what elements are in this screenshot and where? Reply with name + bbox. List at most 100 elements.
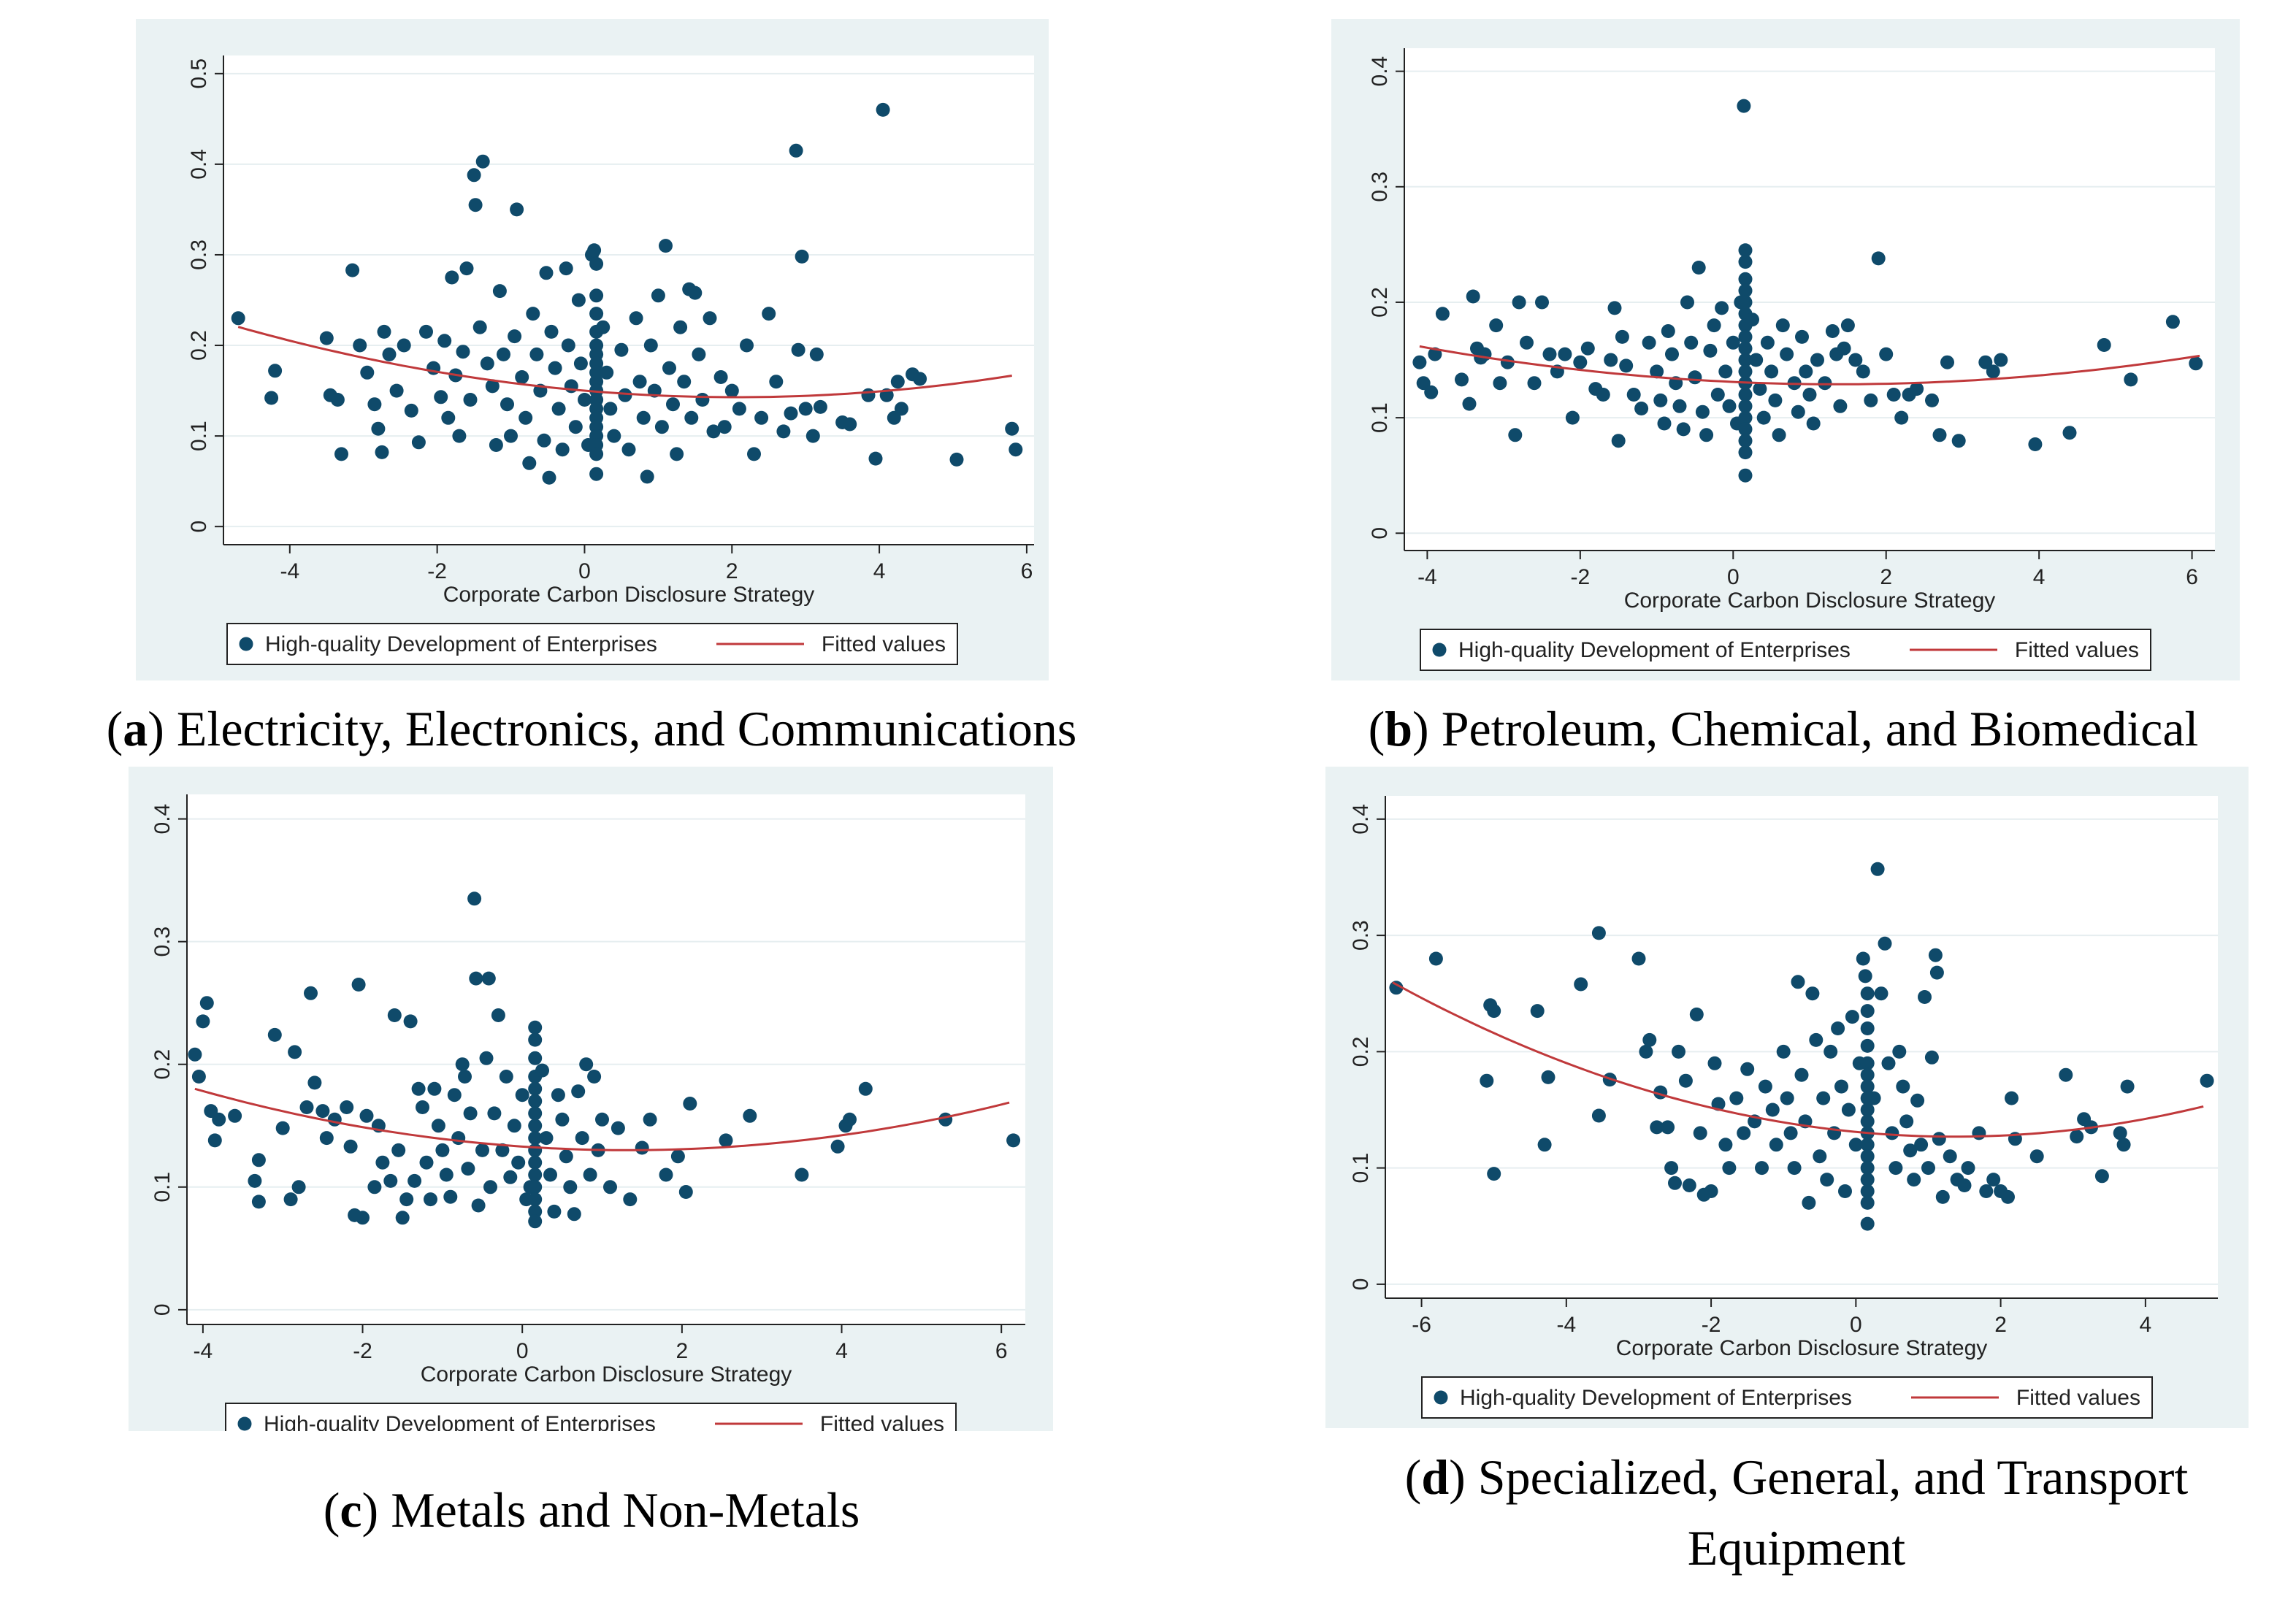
scatter-point	[499, 1070, 513, 1084]
legend-label-fit: Fitted values	[2016, 1386, 2140, 1410]
scatter-point	[367, 1180, 382, 1195]
scatter-point	[407, 1173, 422, 1188]
scatter-point	[485, 379, 500, 394]
scatter-point	[1688, 370, 1702, 385]
scatter-point	[1805, 986, 1820, 1001]
x-tick-label: -4	[194, 1339, 213, 1363]
scatter-point	[1508, 428, 1523, 442]
x-tick-label: 2	[1880, 565, 1892, 589]
scatter-point	[732, 402, 746, 416]
scatter-point	[443, 1189, 458, 1204]
scatter-point	[1416, 376, 1431, 391]
x-tick-label: 6	[2186, 565, 2198, 589]
y-tick-label: 0.1	[1368, 402, 1392, 433]
scatter-point	[528, 1143, 543, 1157]
scatter-point	[575, 1131, 589, 1146]
scatter-point	[251, 1195, 266, 1209]
scatter-point	[1994, 353, 2008, 367]
scatter-point	[1951, 434, 1966, 448]
scatter-point	[497, 347, 510, 361]
scatter-point	[1657, 416, 1672, 431]
scatter-point	[1574, 977, 1588, 992]
scatter-point	[1825, 324, 1840, 338]
scatter-point	[1493, 376, 1507, 391]
scatter-point	[791, 342, 805, 357]
scatter-point	[435, 1143, 450, 1157]
scatter-point	[2070, 1130, 2084, 1144]
scatter-point	[600, 365, 614, 380]
scatter-point	[447, 1088, 462, 1103]
scatter-point	[684, 410, 699, 425]
x-tick-label: 0	[1727, 565, 1740, 589]
x-axis-title: Corporate Carbon Disclosure Strategy	[443, 583, 815, 607]
scatter-point	[479, 1051, 494, 1065]
scatter-point	[1860, 1067, 1875, 1082]
scatter-point	[1738, 399, 1753, 413]
scatter-point	[2116, 1138, 2131, 1152]
scatter-point	[603, 1180, 617, 1195]
scatter-point	[754, 410, 769, 425]
scatter-point	[207, 1133, 222, 1148]
scatter-point	[1650, 364, 1664, 379]
scatter-point	[528, 1094, 543, 1108]
scatter-point	[1738, 434, 1753, 448]
scatter-point	[1699, 428, 1714, 442]
scatter-point	[389, 383, 404, 398]
x-axis-title: Corporate Carbon Disclosure Strategy	[421, 1362, 792, 1387]
scatter-point	[1845, 1010, 1859, 1024]
scatter-point	[1831, 1021, 1845, 1035]
scatter-point	[1840, 318, 1855, 333]
scatter-point	[383, 1173, 398, 1188]
scatter-point	[747, 447, 761, 461]
scatter-point	[858, 1081, 873, 1096]
scatter-point	[1704, 1184, 1718, 1198]
scatter-point	[471, 1198, 486, 1213]
legend-label-fit: Fitted values	[822, 632, 946, 656]
scatter-point	[913, 372, 927, 386]
scatter-point	[596, 320, 611, 334]
x-axis-title: Corporate Carbon Disclosure Strategy	[1616, 1336, 1988, 1360]
x-tick-label: 6	[995, 1339, 1008, 1363]
scatter-point	[561, 338, 575, 353]
scatter-point	[643, 1112, 657, 1127]
scatter-point	[427, 1081, 442, 1096]
scatter-point	[551, 402, 566, 416]
scatter-point	[1928, 948, 1943, 962]
scatter-point	[1738, 445, 1753, 460]
scatter-point	[492, 284, 507, 299]
scatter-point	[740, 338, 754, 353]
scatter-point	[1924, 1050, 1939, 1065]
fitted-curve	[1392, 981, 2204, 1138]
scatter-point	[795, 1167, 809, 1182]
scatter-point	[475, 1143, 489, 1157]
scatter-point	[343, 1139, 358, 1154]
scatter-point	[589, 447, 604, 461]
x-tick-label: 2	[726, 559, 738, 583]
scatter-point	[1718, 364, 1733, 379]
scatter-point	[487, 1106, 502, 1121]
y-tick-label: 0	[1349, 1278, 1373, 1291]
scatter-point	[268, 364, 283, 378]
scatter-point	[548, 361, 562, 375]
scatter-point	[467, 891, 482, 906]
scatter-point	[1689, 1007, 1704, 1021]
scatter-point	[1925, 393, 1939, 407]
scatter-point	[1661, 324, 1675, 338]
scatter-point	[1818, 376, 1832, 391]
scatter-point	[635, 1140, 649, 1155]
scatter-point	[1860, 1038, 1875, 1053]
scatter-point	[587, 1070, 602, 1084]
scatter-point	[1710, 388, 1725, 402]
scatter-point	[1918, 990, 1932, 1004]
scatter-point	[1737, 99, 1751, 113]
scatter-point	[1009, 442, 1023, 457]
scatter-point	[1806, 416, 1821, 431]
scatter-point	[503, 1170, 518, 1184]
scatter-point	[1693, 1126, 1707, 1140]
scatter-point	[2062, 426, 2077, 440]
caption-a: (a) Electricity, Electronics, and Commun…	[106, 701, 1077, 756]
scatter-point	[515, 1088, 529, 1103]
scatter-point	[2120, 1079, 2135, 1094]
scatter-point	[375, 445, 389, 459]
scatter-point	[830, 1139, 845, 1154]
